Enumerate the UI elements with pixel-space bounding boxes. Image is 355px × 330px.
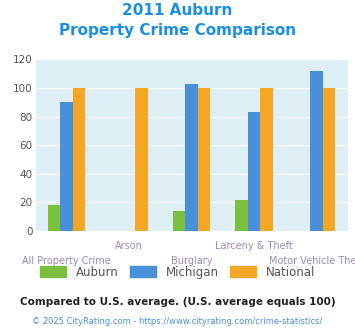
Bar — [323, 88, 335, 231]
Bar — [261, 88, 273, 231]
Text: 2011 Auburn: 2011 Auburn — [122, 3, 233, 18]
Bar — [48, 205, 60, 231]
Bar — [248, 112, 261, 231]
Bar — [310, 71, 323, 231]
Text: Motor Vehicle Theft: Motor Vehicle Theft — [269, 256, 355, 266]
Text: Arson: Arson — [115, 241, 143, 251]
Text: Burglary: Burglary — [171, 256, 212, 266]
Text: All Property Crime: All Property Crime — [22, 256, 111, 266]
Bar — [73, 88, 86, 231]
Bar — [60, 102, 73, 231]
Bar — [173, 211, 185, 231]
Legend: Auburn, Michigan, National: Auburn, Michigan, National — [35, 261, 320, 283]
Bar — [185, 84, 198, 231]
Bar — [235, 200, 248, 231]
Bar — [136, 88, 148, 231]
Bar — [198, 88, 211, 231]
Text: Larceny & Theft: Larceny & Theft — [215, 241, 293, 251]
Text: Property Crime Comparison: Property Crime Comparison — [59, 23, 296, 38]
Text: © 2025 CityRating.com - https://www.cityrating.com/crime-statistics/: © 2025 CityRating.com - https://www.city… — [32, 317, 323, 326]
Text: Compared to U.S. average. (U.S. average equals 100): Compared to U.S. average. (U.S. average … — [20, 297, 335, 307]
